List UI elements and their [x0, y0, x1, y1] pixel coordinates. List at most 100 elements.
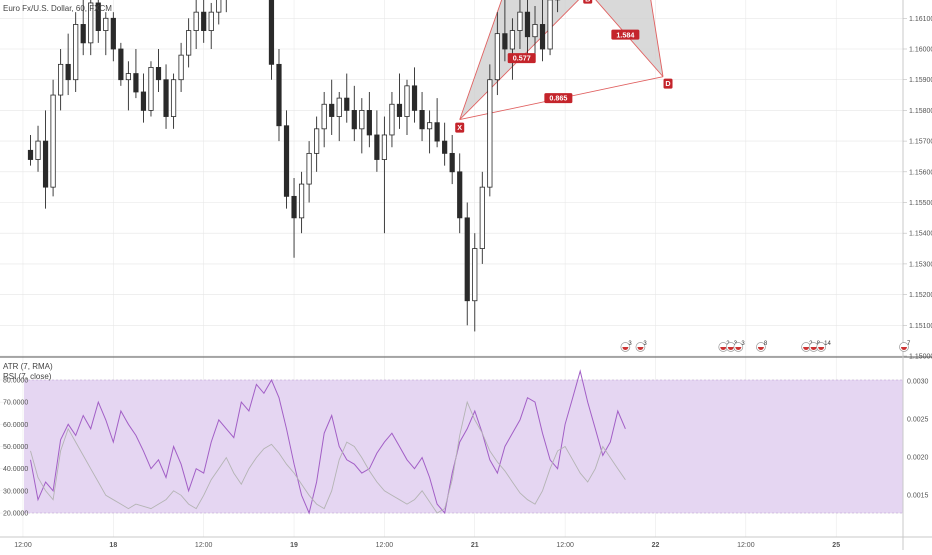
candle-body	[27, 149, 34, 160]
time-tick-label: 12:00	[737, 542, 755, 549]
candle-body	[133, 73, 139, 93]
price-tick-label: 1.16000	[909, 47, 932, 54]
candle-body	[517, 11, 523, 31]
candle-body	[283, 125, 290, 197]
point-b-label: B	[585, 0, 590, 3]
candlestick-series	[27, 0, 561, 332]
indicator-series	[30, 369, 626, 515]
point-b-label-badge	[583, 0, 593, 4]
ratio-xd-label-badge	[544, 93, 573, 104]
candle-body	[532, 24, 538, 38]
time-axis[interactable]: 12:00 18 12:00 19 12:00 21 12:00 22 12:00 25	[14, 542, 840, 549]
event-flag-fill	[818, 347, 825, 350]
candle-body	[268, 0, 275, 65]
candle-body	[411, 85, 418, 111]
rsi-tick-label: 80.0000	[3, 377, 28, 384]
point-x-label: X	[457, 123, 462, 132]
candle-body	[163, 79, 169, 117]
atr-tick-label: 0.0025	[907, 417, 929, 424]
candle-body	[389, 103, 395, 136]
candle-body	[426, 122, 433, 130]
candle-body	[396, 103, 403, 117]
atr-line	[30, 400, 626, 514]
candle-body	[291, 195, 297, 219]
candle-body	[118, 48, 124, 81]
atr-legend-label: ATR (7, RMA)	[3, 362, 53, 371]
price-tick-label: 1.15900	[909, 77, 932, 84]
price-tick-label: 1.15000	[909, 354, 932, 361]
atr-tick-label: 0.0030	[907, 379, 929, 386]
candle-body	[140, 91, 147, 111]
rsi-tick-label: 60.0000	[3, 422, 28, 429]
candle-body	[539, 24, 546, 50]
candle-body	[216, 0, 222, 13]
indicator-axis[interactable]: 80.0000 70.0000 60.0000 50.0000 40.0000 30.00…	[3, 377, 929, 517]
price-tick-label: 1.15300	[909, 261, 932, 268]
candle-body	[344, 97, 350, 111]
candle-body	[442, 140, 448, 154]
ratio-ab-label: 0.577	[513, 54, 531, 63]
event-flag-fill	[735, 347, 742, 350]
candle-body	[42, 140, 49, 188]
rsi-tick-label: 20.0000	[3, 511, 28, 518]
price-tick-label: 1.15500	[909, 200, 932, 207]
candle-body	[487, 79, 493, 188]
candle-body	[472, 248, 478, 302]
pattern-leg[interactable]	[459, 0, 565, 120]
candle-body	[502, 33, 508, 50]
event-flag-fill	[810, 347, 817, 350]
candle-body	[434, 122, 440, 142]
event-count: 3	[741, 341, 745, 347]
candle-body	[479, 186, 485, 249]
candle-body	[314, 128, 320, 154]
candle-body	[336, 97, 342, 117]
candle-body	[494, 33, 500, 81]
event-flag-fill	[757, 347, 764, 350]
rsi-line	[30, 369, 626, 515]
price-tick-label: 1.15800	[909, 108, 932, 115]
time-tick-label: 22	[652, 542, 660, 549]
candle-body	[359, 110, 365, 130]
candle-body	[103, 17, 109, 31]
price-tick-label: 1.15400	[909, 231, 932, 238]
price-tick-label: 1.15600	[909, 169, 932, 176]
candle-body	[148, 67, 154, 111]
candle-body	[65, 63, 71, 81]
candle-body	[50, 94, 56, 188]
candle-body	[298, 183, 305, 219]
time-tick-label: 12:00	[14, 542, 32, 549]
rsi-tick-label: 40.0000	[3, 466, 28, 473]
candle-body	[464, 217, 470, 302]
candle-body	[58, 63, 64, 96]
rsi-band	[24, 380, 903, 513]
price-tick-label: 1.16100	[909, 16, 932, 23]
atr-tick-label: 0.0015	[907, 493, 929, 500]
candle-body	[110, 17, 116, 50]
ratio-cd-label-badge	[611, 29, 640, 40]
candle-body	[80, 24, 86, 44]
ratio-ab-label-badge	[507, 53, 536, 64]
time-tick-label: 25	[832, 542, 840, 549]
event-flag-fill	[720, 347, 727, 350]
event-flag-fill	[803, 347, 810, 350]
candle-body	[155, 67, 162, 81]
price-tick-label: 1.15700	[909, 139, 932, 146]
pattern-leg[interactable]	[625, 0, 664, 77]
candle-body	[366, 110, 372, 136]
candle-body	[186, 30, 192, 56]
atr-tick-label: 0.0020	[907, 455, 929, 462]
event-count: 14	[824, 341, 831, 347]
event-flag-fill	[727, 347, 734, 350]
candle-body	[208, 11, 214, 31]
event-markers[interactable]: 33233828147	[620, 341, 911, 352]
candle-body	[419, 110, 425, 130]
rsi-tick-label: 30.0000	[3, 488, 28, 495]
time-tick-label: 19	[290, 542, 298, 549]
time-tick-label: 18	[109, 542, 117, 549]
symbol-title: Euro Fx/U.S. Dollar, 60, FXCM	[3, 4, 112, 13]
candle-body	[329, 103, 335, 117]
time-tick-label: 12:00	[556, 542, 574, 549]
candle-body	[404, 85, 410, 117]
price-axis[interactable]: 1.16100 1.16000 1.15900 1.15800 1.15700 1.156…	[903, 16, 932, 361]
